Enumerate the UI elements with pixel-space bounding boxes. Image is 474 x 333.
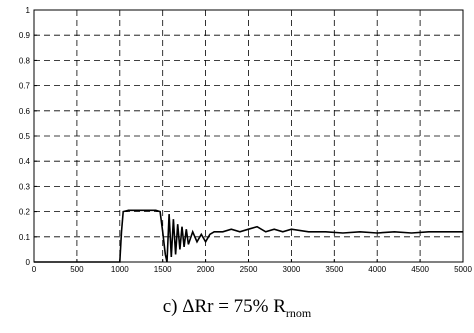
x-tick-label: 2500 (240, 265, 258, 274)
caption-subscript: rnom (285, 305, 312, 320)
y-tick-label: 0.9 (19, 31, 31, 40)
caption-text: c) ΔRr = 75% R (162, 296, 286, 317)
series-line (34, 209, 463, 263)
y-tick-label: 0.8 (19, 56, 31, 65)
axis-ticks: 0 500 1000 1500 2000 2500 3000 3500 4000 4500 5000… (19, 6, 473, 274)
y-tick-label: 0 (26, 258, 31, 267)
x-tick-label: 0 (32, 265, 37, 274)
x-tick-label: 1500 (154, 265, 172, 274)
y-tick-label: 0.5 (19, 132, 31, 141)
x-tick-label: 4000 (368, 265, 386, 274)
x-tick-label: 500 (70, 265, 84, 274)
x-tick-label: 3000 (283, 265, 301, 274)
y-tick-label: 0.2 (19, 208, 31, 217)
y-tick-label: 0.7 (19, 82, 31, 91)
y-tick-label: 0.4 (19, 157, 31, 166)
y-tick-label: 0.6 (19, 107, 31, 116)
chart: 0 500 1000 1500 2000 2500 3000 3500 4000 4500 5000… (19, 6, 473, 274)
x-tick-label: 3500 (325, 265, 343, 274)
y-tick-label: 0.3 (19, 182, 31, 191)
x-tick-label: 2000 (197, 265, 215, 274)
y-tick-label: 0.1 (19, 233, 31, 242)
x-tick-label: 5000 (454, 265, 472, 274)
x-tick-label: 4500 (411, 265, 429, 274)
chart-caption: c) ΔRr = 75% Rrnom (0, 296, 474, 320)
y-tick-label: 1 (26, 6, 31, 15)
grid-lines (34, 10, 463, 262)
data-series (34, 209, 463, 263)
x-tick-label: 1000 (111, 265, 129, 274)
